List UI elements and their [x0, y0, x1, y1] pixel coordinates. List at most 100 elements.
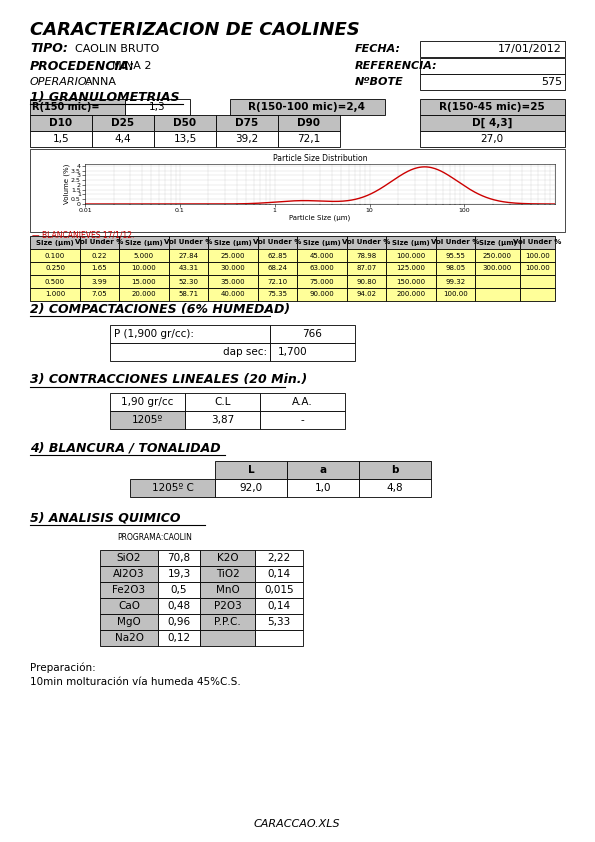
Text: FECHA:: FECHA: — [355, 44, 401, 54]
Text: REFERENCIA:: REFERENCIA: — [355, 61, 438, 71]
Text: Size (μm): Size (μm) — [36, 239, 74, 246]
Text: 58.71: 58.71 — [178, 291, 199, 297]
Text: 27,0: 27,0 — [480, 134, 503, 144]
Text: 30.000: 30.000 — [221, 265, 245, 271]
Bar — [119, 275, 169, 288]
Bar — [110, 325, 270, 343]
Bar — [420, 41, 565, 57]
Bar — [347, 249, 386, 262]
Bar — [436, 249, 475, 262]
Bar — [347, 288, 386, 301]
Bar — [200, 566, 255, 582]
Bar — [216, 115, 278, 131]
Bar — [200, 582, 255, 598]
Bar — [130, 479, 215, 497]
Text: Size (μm): Size (μm) — [392, 239, 430, 246]
Text: 4,4: 4,4 — [115, 134, 131, 144]
Bar — [208, 262, 258, 275]
Text: 45.000: 45.000 — [310, 253, 334, 258]
Bar — [347, 275, 386, 288]
Text: 72,1: 72,1 — [298, 134, 321, 144]
Bar — [297, 262, 347, 275]
Bar — [436, 275, 475, 288]
Text: 1.000: 1.000 — [45, 291, 65, 297]
Text: Size (μm): Size (μm) — [125, 239, 163, 246]
Bar — [386, 249, 436, 262]
Text: K2O: K2O — [217, 553, 239, 563]
Bar — [110, 393, 185, 411]
Text: 78.98: 78.98 — [356, 253, 377, 258]
Text: 15.000: 15.000 — [131, 279, 156, 285]
Text: 10min molturación vía humeda 45%C.S.: 10min molturación vía humeda 45%C.S. — [30, 677, 241, 687]
Text: D50: D50 — [173, 118, 196, 128]
Bar — [30, 249, 80, 262]
Bar — [420, 131, 565, 147]
Text: NºBOTE: NºBOTE — [355, 77, 404, 87]
Bar — [258, 249, 297, 262]
Bar — [420, 99, 565, 115]
Text: 125.000: 125.000 — [396, 265, 425, 271]
Text: 1,5: 1,5 — [53, 134, 69, 144]
Text: 5.000: 5.000 — [134, 253, 154, 258]
Bar — [520, 275, 555, 288]
Y-axis label: Volume (%): Volume (%) — [63, 164, 70, 205]
Text: 5,33: 5,33 — [267, 617, 290, 627]
Bar — [386, 275, 436, 288]
Text: CARACCAO.XLS: CARACCAO.XLS — [253, 819, 340, 829]
Title: Particle Size Distribution: Particle Size Distribution — [273, 154, 367, 163]
Text: Vol Under %: Vol Under % — [164, 239, 212, 246]
Text: 92,0: 92,0 — [239, 483, 262, 493]
Text: 0,96: 0,96 — [167, 617, 190, 627]
Bar — [208, 236, 258, 249]
Text: b: b — [392, 465, 399, 475]
Text: R(150-100 mic)=2,4: R(150-100 mic)=2,4 — [249, 102, 365, 112]
Bar — [92, 115, 154, 131]
Bar — [386, 236, 436, 249]
Text: 10.000: 10.000 — [131, 265, 156, 271]
Bar — [208, 275, 258, 288]
Text: 35.000: 35.000 — [221, 279, 245, 285]
Bar — [200, 550, 255, 566]
Text: Al2O3: Al2O3 — [113, 569, 145, 579]
Text: 5) ANALISIS QUIMICO: 5) ANALISIS QUIMICO — [30, 511, 180, 525]
Text: Vol Under %: Vol Under % — [76, 239, 124, 246]
Text: 62.85: 62.85 — [268, 253, 287, 258]
Text: L: L — [248, 465, 254, 475]
Text: 25.000: 25.000 — [221, 253, 245, 258]
Bar — [200, 598, 255, 614]
Text: C.L: C.L — [214, 397, 231, 407]
Text: 98.05: 98.05 — [446, 265, 465, 271]
Text: PROCEDENCIA:: PROCEDENCIA: — [30, 60, 135, 72]
Bar — [347, 262, 386, 275]
Text: R(150 mic)=: R(150 mic)= — [32, 102, 99, 112]
Text: 20.000: 20.000 — [131, 291, 156, 297]
Text: Size (μm): Size (μm) — [478, 239, 516, 246]
Bar — [347, 236, 386, 249]
Text: 3.99: 3.99 — [92, 279, 107, 285]
Text: 39,2: 39,2 — [236, 134, 259, 144]
Text: 100.00: 100.00 — [525, 265, 550, 271]
Bar — [125, 99, 190, 115]
Text: 1) GRANULOMETRIAS: 1) GRANULOMETRIAS — [30, 90, 180, 104]
Text: 0,5: 0,5 — [171, 585, 187, 595]
Bar — [297, 275, 347, 288]
Text: 40.000: 40.000 — [221, 291, 245, 297]
Text: 75.35: 75.35 — [268, 291, 287, 297]
Bar — [200, 630, 255, 646]
Text: 7.05: 7.05 — [92, 291, 107, 297]
Text: 1,90 gr/cc: 1,90 gr/cc — [121, 397, 174, 407]
Text: 68.24: 68.24 — [268, 265, 287, 271]
Bar — [100, 550, 158, 566]
Text: MnO: MnO — [215, 585, 239, 595]
Bar — [436, 236, 475, 249]
Text: 1205º: 1205º — [132, 415, 163, 425]
Bar — [475, 288, 520, 301]
Text: 90.000: 90.000 — [309, 291, 334, 297]
Text: D25: D25 — [111, 118, 134, 128]
Text: Vol Under %: Vol Under % — [431, 239, 480, 246]
Bar — [80, 236, 119, 249]
Bar — [100, 614, 158, 630]
Bar — [260, 393, 345, 411]
Text: 1,700: 1,700 — [278, 347, 308, 357]
Bar — [169, 262, 208, 275]
